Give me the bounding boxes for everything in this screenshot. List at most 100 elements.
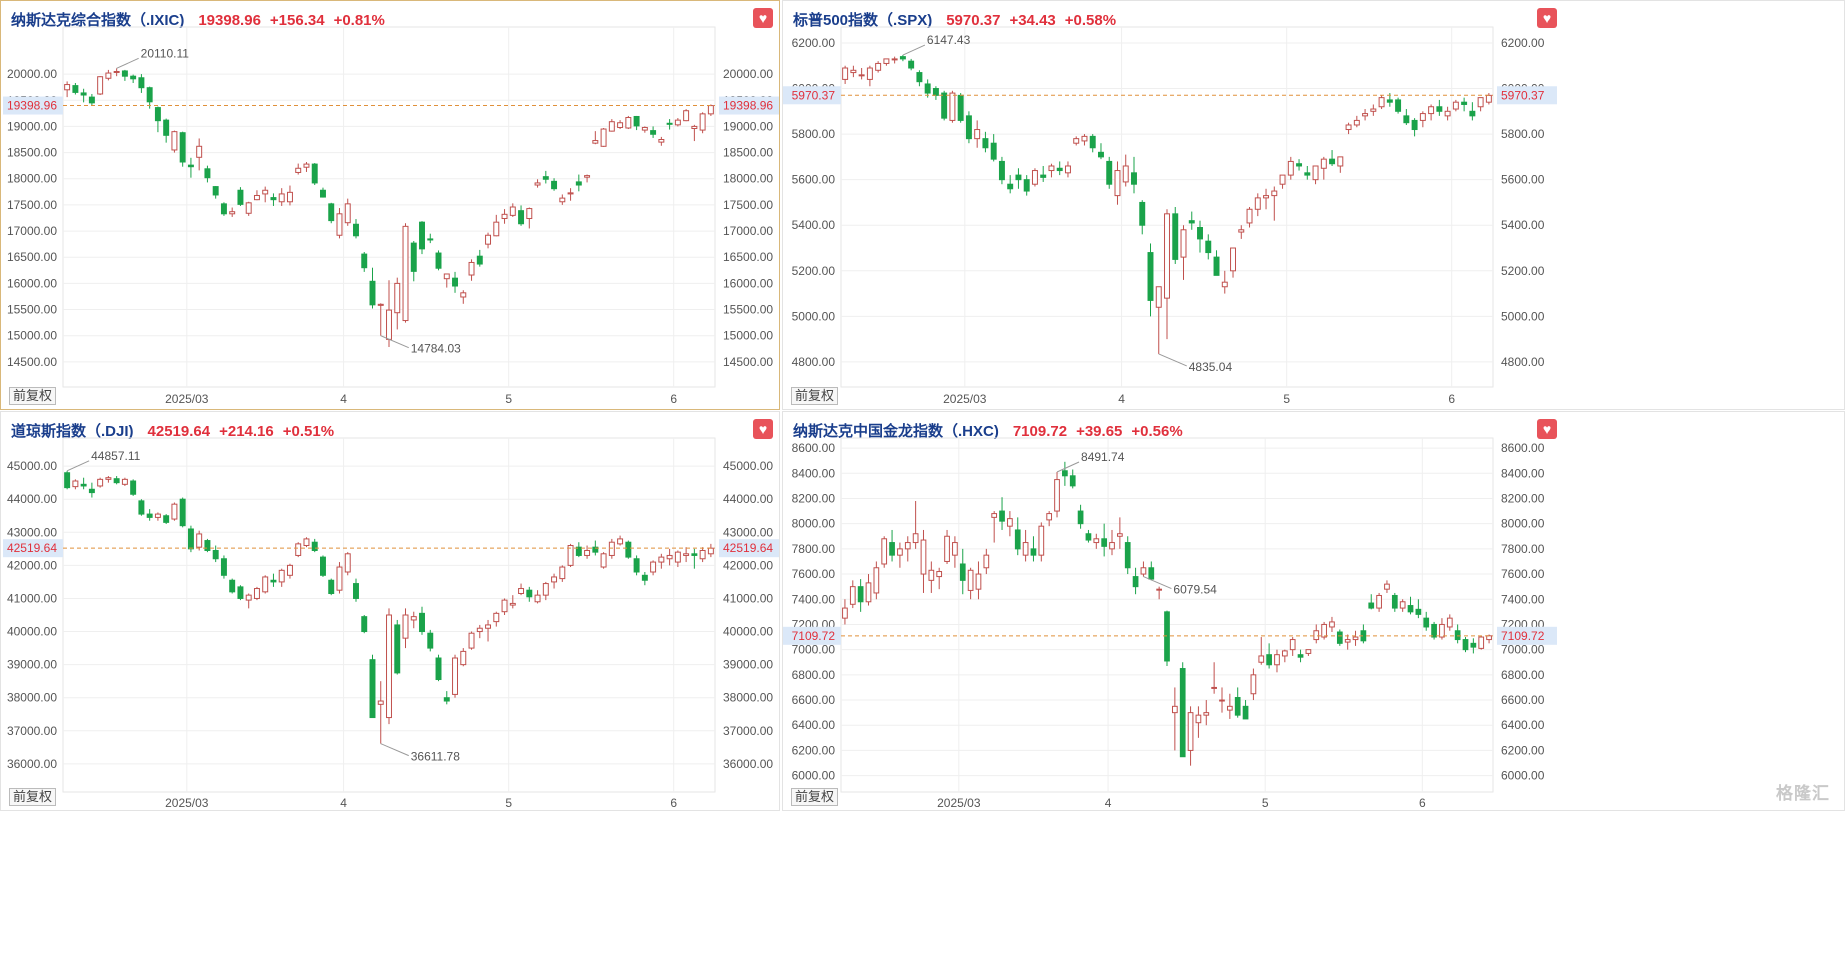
y-tick-label: 7800.00 (792, 542, 836, 556)
candle (912, 500, 919, 549)
candle (584, 174, 591, 183)
candle (1313, 624, 1320, 644)
adjustment-button[interactable]: 前复权 (791, 788, 839, 806)
candle (889, 529, 895, 562)
candle-body (419, 612, 425, 633)
candle (402, 223, 409, 323)
candle (1242, 700, 1249, 720)
y-tick-label: 42000.00 (7, 558, 57, 572)
index-name[interactable]: 纳斯达克中国金龙指数（.HXC) (793, 423, 999, 440)
candle (691, 548, 698, 569)
candle-body (253, 194, 260, 201)
candle-body (419, 221, 425, 250)
candle-body (641, 126, 648, 131)
candle (1197, 220, 1203, 253)
candlestick-chart[interactable]: 6000.00 6000.00 6200.00 6200.00 6400.00 6400.… (783, 412, 1845, 812)
candle-body (1415, 608, 1422, 615)
adjustment-button[interactable]: 前复权 (9, 387, 57, 405)
y-tick-label: 5400.00 (1501, 218, 1545, 232)
candle-body (707, 547, 714, 555)
candle-body (311, 163, 318, 184)
candle (1378, 95, 1385, 110)
adjustment-button[interactable]: 前复权 (9, 788, 57, 806)
candle (1062, 461, 1068, 486)
chart-panel-hxc[interactable]: 纳斯达克中国金龙指数（.HXC) 7109.72 +39.65 +0.56% ♥ 60… (782, 411, 1845, 811)
candle (1179, 662, 1186, 758)
candle-body (410, 616, 417, 621)
current-price-tag (1497, 626, 1557, 645)
candle (518, 205, 525, 226)
candle-body (1187, 712, 1194, 751)
index-name[interactable]: 道琼斯指数（.DJI) (11, 423, 134, 440)
candle (1304, 165, 1311, 180)
index-name[interactable]: 标普500指数（.SPX) (793, 12, 933, 29)
candle-body (967, 569, 974, 591)
index-change-pct: +0.51% (282, 423, 335, 440)
index-name[interactable]: 纳斯达克综合指数（.IXIC) (11, 12, 185, 29)
candle-body (699, 113, 706, 131)
candle (278, 568, 285, 587)
candle (1462, 637, 1469, 653)
candle-body (295, 543, 302, 556)
candle (608, 119, 615, 132)
y-tick-label: 45000.00 (7, 459, 57, 473)
y-tick-label: 37000.00 (723, 724, 773, 738)
candle-body (468, 261, 475, 276)
chart-panel-ixic[interactable]: 纳斯达克综合指数（.IXIC) 19398.96 +156.34 +0.81% ♥ 1… (0, 0, 780, 410)
candle-body (941, 92, 948, 119)
y-tick-label: 14500.00 (723, 355, 773, 369)
candle (1117, 517, 1123, 549)
candle (121, 477, 128, 486)
candle (518, 583, 525, 596)
candle (908, 58, 915, 71)
candle-body (1164, 611, 1170, 662)
candle-body (1461, 101, 1468, 105)
candle (353, 578, 359, 602)
candle (303, 162, 310, 172)
candle (707, 104, 714, 116)
max-pointer (66, 460, 90, 472)
current-price-tag (783, 626, 841, 645)
candle-body (80, 483, 87, 487)
heart-icon[interactable]: ♥ (1537, 419, 1557, 439)
candle-body (154, 107, 161, 122)
candle (1203, 700, 1210, 726)
candle-body (1203, 712, 1210, 716)
candlestick-chart[interactable]: 36000.00 36000.00 37000.00 37000.00 38000.00… (1, 412, 781, 812)
candle-body (883, 58, 890, 64)
candle-body (452, 277, 459, 287)
candle-body (253, 588, 260, 599)
y-tick-label: 40000.00 (7, 625, 57, 639)
candle-body (1376, 594, 1382, 609)
candlestick-chart[interactable]: 4800.00 4800.00 5000.00 5000.00 5200.00 5200.… (783, 1, 1845, 411)
candle-body (386, 309, 392, 340)
heart-icon[interactable]: ♥ (753, 8, 773, 28)
candle-body (377, 303, 384, 306)
candle-body (1015, 174, 1022, 181)
chart-panel-spx[interactable]: 标普500指数（.SPX) 5970.37 +34.43 +0.58% ♥ 4800.… (782, 0, 1845, 410)
candle (485, 619, 492, 642)
y-tick-label: 37000.00 (7, 724, 57, 738)
candle (485, 232, 492, 249)
heart-icon[interactable]: ♥ (753, 419, 773, 439)
heart-icon[interactable]: ♥ (1537, 8, 1557, 28)
current-price-tag (719, 96, 779, 115)
candle-body (1423, 617, 1430, 628)
chart-panel-dji[interactable]: 道琼斯指数（.DJI) 42519.64 +214.16 +0.51% ♥ 36000… (0, 411, 780, 811)
candlestick-chart[interactable]: 14500.00 14500.00 15000.00 15000.00 15500.00… (1, 1, 781, 411)
candle-body (262, 576, 269, 593)
current-price-label: 42519.64 (7, 541, 57, 555)
candle (1093, 533, 1100, 549)
candle-body (1038, 525, 1045, 556)
candle-body (1234, 697, 1241, 716)
index-change-pct: +0.56% (1131, 423, 1183, 440)
candle (1238, 225, 1245, 239)
candle-body (842, 607, 848, 619)
x-tick-label: 6 (1419, 796, 1426, 810)
candle (865, 574, 872, 606)
candle-body (1089, 135, 1096, 149)
candle (377, 681, 384, 744)
candle-body (683, 553, 690, 556)
adjustment-button[interactable]: 前复权 (791, 387, 839, 405)
y-tick-label: 5000.00 (792, 309, 836, 323)
